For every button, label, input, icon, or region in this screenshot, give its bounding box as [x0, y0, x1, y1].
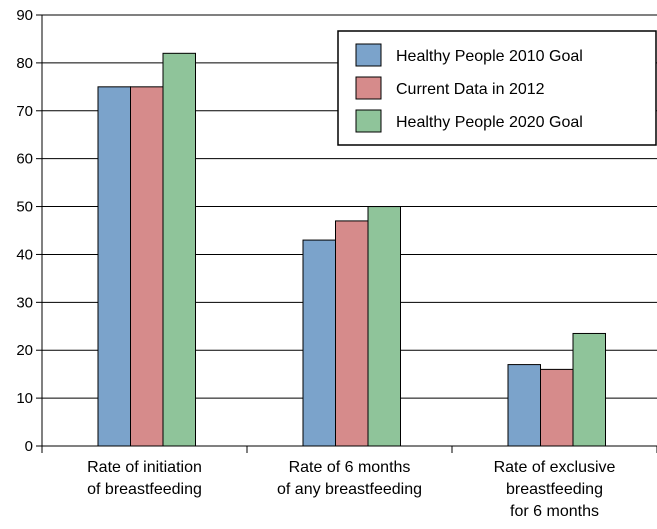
x-category-label: Rate of exclusive breastfeeding for 6 mont… — [494, 459, 616, 520]
bar-1-2 — [302, 239, 336, 447]
x-category-label: Rate of 6 months of any breastfeeding — [277, 459, 422, 498]
axes — [36, 15, 657, 453]
bar-2-3 — [540, 368, 574, 447]
bar-3-3 — [572, 332, 606, 447]
y-tick-label: 80 — [16, 55, 33, 72]
y-tick-label: 10 — [16, 390, 33, 407]
bars — [97, 52, 606, 447]
bar-2-1 — [130, 86, 164, 447]
legend-label: Healthy People 2020 Goal — [396, 114, 583, 131]
legend: Healthy People 2010 Goal Current Data in … — [337, 30, 657, 146]
legend-swatch — [355, 43, 382, 67]
x-category-label: Rate of initiation of breastfeeding — [87, 459, 202, 498]
y-tick-label: 40 — [16, 246, 33, 263]
y-axis-ticks: 0 10 20 30 40 50 60 70 80 90 — [16, 7, 42, 455]
bar-3-1 — [162, 52, 196, 447]
legend-swatch — [355, 76, 382, 100]
x-axis-labels: Rate of initiation of breastfeeding Rate o… — [87, 459, 615, 520]
legend-swatch — [355, 109, 382, 133]
y-tick-label: 20 — [16, 342, 33, 359]
y-tick-label: 50 — [16, 199, 33, 216]
legend-label: Healthy People 2010 Goal — [396, 48, 583, 65]
bar-1-3 — [507, 364, 541, 447]
y-tick-label: 70 — [16, 103, 33, 120]
bar-2-2 — [335, 220, 369, 447]
legend-label: Current Data in 2012 — [396, 81, 545, 98]
legend-box — [337, 30, 657, 146]
y-tick-label: 0 — [25, 438, 33, 455]
y-tick-label: 90 — [16, 7, 33, 24]
bar-1-1 — [97, 86, 131, 447]
y-tick-label: 60 — [16, 151, 33, 168]
bar-3-2 — [367, 206, 401, 447]
y-tick-label: 30 — [16, 294, 33, 311]
